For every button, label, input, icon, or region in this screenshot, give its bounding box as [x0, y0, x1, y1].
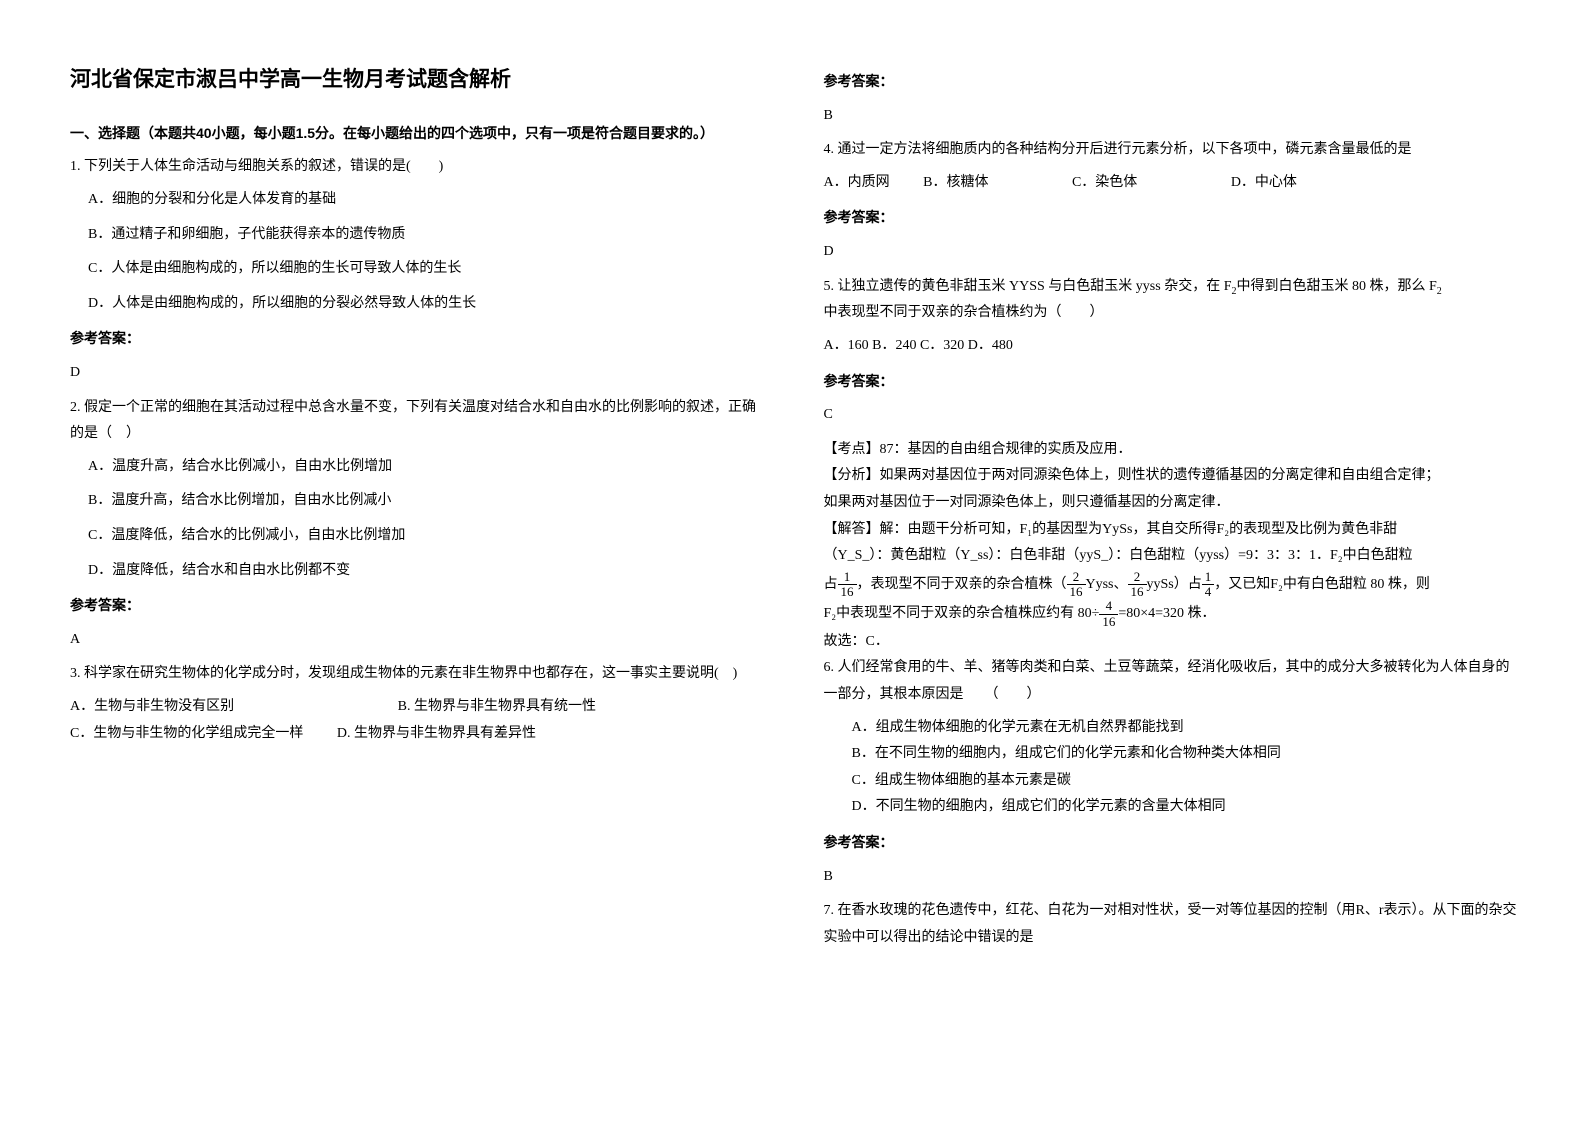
answer-label-4: 参考答案： [824, 204, 1518, 231]
question-2-option-a: A．温度升高，结合水比例减小，自由水比例增加 [88, 454, 764, 481]
left-column: 河北省保定市淑吕中学高一生物月考试题含解析 一、选择题（本题共40小题，每小题1… [70, 60, 764, 959]
q5-jieda3-post: ，又已知F₂中有白色甜粒 80 株，则 [1214, 577, 1430, 592]
right-column: 参考答案： B 4. 通过一定方法将细胞质内的各种结构分开后进行元素分析，以下各… [824, 60, 1518, 959]
question-6-text: 6. 人们经常食用的牛、羊、猪等肉类和白菜、土豆等蔬菜，经消化吸收后，其中的成分… [824, 655, 1518, 708]
question-1-text: 1. 下列关于人体生命活动与细胞关系的叙述，错误的是( ) [70, 154, 764, 181]
question-4-option-c: C．染色体 [1072, 170, 1137, 197]
question-6-option-b: B．在不同生物的细胞内，组成它们的化学元素和化合物种类大体相同 [852, 741, 1518, 768]
question-1-option-d: D．人体是由细胞构成的，所以细胞的分裂必然导致人体的生长 [88, 291, 764, 318]
question-4-text: 4. 通过一定方法将细胞质内的各种结构分开后进行元素分析，以下各项中，磷元素含量… [824, 137, 1518, 164]
q5-jieda3-mid1: ，表现型不同于双亲的杂合植株（ [857, 577, 1067, 592]
q5-kaodian: 【考点】87：基因的自由组合规律的实质及应用． [824, 437, 1518, 464]
fraction-2-16a: 216 [1067, 570, 1086, 600]
q5-jieda2: （Y_S_）：黄色甜粒（Y_ss）：白色非甜（yyS_）：白色甜粒（yyss）=… [824, 543, 1518, 570]
answer-label-6: 参考答案： [824, 829, 1518, 856]
answer-label-5: 参考答案： [824, 368, 1518, 395]
question-3-option-d: D. 生物界与非生物界具有差异性 [337, 721, 536, 748]
q5-text-p3: 中表现型不同于双亲的杂合植株约为（ ） [824, 300, 1518, 327]
answer-label-1: 参考答案： [70, 325, 764, 352]
question-4-option-b: B．核糖体 [923, 170, 988, 197]
question-2-option-b: B．温度升高，结合水比例增加，自由水比例减小 [88, 488, 764, 515]
question-4-answer: D [824, 239, 1518, 266]
question-4-option-d: D．中心体 [1231, 170, 1297, 197]
section-1-header: 一、选择题（本题共40小题，每小题1.5分。在每小题给出的四个选项中，只有一项是… [70, 120, 764, 147]
question-7: 7. 在香水玫瑰的花色遗传中，红花、白花为一对相对性状，受一对等位基因的控制（用… [824, 898, 1518, 951]
question-3: 3. 科学家在研究生物体的化学成分时，发现组成生物体的元素在非生物界中也都存在，… [70, 661, 764, 747]
question-3-text: 3. 科学家在研究生物体的化学成分时，发现组成生物体的元素在非生物界中也都存在，… [70, 661, 764, 688]
question-2-answer: A [70, 627, 764, 654]
q5-jieda1: 【解答】解：由题干分析可知，F₁的基因型为YySs，其自交所得F₂的表现型及比例… [824, 517, 1518, 544]
q5-jieda3-mid2: Yyss、 [1086, 577, 1128, 592]
question-2: 2. 假定一个正常的细胞在其活动过程中总含水量不变，下列有关温度对结合水和自由水… [70, 395, 764, 585]
question-5-answer: C [824, 402, 1518, 429]
question-3-option-a: A．生物与非生物没有区别 [70, 694, 234, 721]
question-1-option-b: B．通过精子和卵细胞，子代能获得亲本的遗传物质 [88, 222, 764, 249]
q5-fenxi2: 如果两对基因位于一对同源染色体上，则只遵循基因的分离定律． [824, 490, 1518, 517]
q5-jieda3-pre: 占 [824, 577, 838, 592]
question-4-option-a: A．内质网 [824, 170, 890, 197]
q5-text-p2: 中得到白色甜玉米 80 株，那么 F [1236, 279, 1436, 294]
question-2-option-c: C．温度降低，结合水的比例减小，自由水比例增加 [88, 523, 764, 550]
question-7-text: 7. 在香水玫瑰的花色遗传中，红花、白花为一对相对性状，受一对等位基因的控制（用… [824, 898, 1518, 951]
question-4: 4. 通过一定方法将细胞质内的各种结构分开后进行元素分析，以下各项中，磷元素含量… [824, 137, 1518, 196]
q5-text-p1: 5. 让独立遗传的黄色非甜玉米 YYSS 与白色甜玉米 yyss 杂交，在 F [824, 279, 1232, 294]
question-3-option-c: C．生物与非生物的化学组成完全一样 [70, 721, 303, 748]
question-6-option-c: C．组成生物体细胞的基本元素是碳 [852, 768, 1518, 795]
question-6: 6. 人们经常食用的牛、羊、猪等肉类和白菜、土豆等蔬菜，经消化吸收后，其中的成分… [824, 655, 1518, 821]
question-1-option-c: C．人体是由细胞构成的，所以细胞的生长可导致人体的生长 [88, 256, 764, 283]
answer-label-2: 参考答案： [70, 592, 764, 619]
q5-jieda4-post: =80×4=320 株． [1118, 606, 1215, 621]
answer-label-3: 参考答案： [824, 68, 1518, 95]
fraction-1-16: 116 [838, 570, 857, 600]
question-5-options: A．160 B．240 C．320 D．480 [824, 333, 1518, 360]
fraction-2-16b: 216 [1128, 570, 1147, 600]
question-6-option-d: D．不同生物的细胞内，组成它们的化学元素的含量大体相同 [852, 794, 1518, 821]
document-title: 河北省保定市淑吕中学高一生物月考试题含解析 [70, 60, 764, 100]
q5-jieda3-mid3: yySs）占 [1147, 577, 1202, 592]
q5-explanation: 【考点】87：基因的自由组合规律的实质及应用． 【分析】如果两对基因位于两对同源… [824, 437, 1518, 656]
question-5-text: 5. 让独立遗传的黄色非甜玉米 YYSS 与白色甜玉米 yyss 杂交，在 F 2… [824, 274, 1518, 327]
question-1-option-a: A．细胞的分裂和分化是人体发育的基础 [88, 187, 764, 214]
question-1: 1. 下列关于人体生命活动与细胞关系的叙述，错误的是( ) A．细胞的分裂和分化… [70, 154, 764, 317]
q5-fenxi1: 【分析】如果两对基因位于两对同源染色体上，则性状的遗传遵循基因的分离定律和自由组… [824, 463, 1518, 490]
fraction-4-16: 416 [1099, 599, 1118, 629]
q5-jieda4: F₂中表现型不同于双亲的杂合植株应约有 80÷416=80×4=320 株． [824, 599, 1518, 629]
question-6-option-a: A．组成生物体细胞的化学元素在无机自然界都能找到 [852, 715, 1518, 742]
question-1-answer: D [70, 360, 764, 387]
question-2-option-d: D．温度降低，结合水和自由水比例都不变 [88, 558, 764, 585]
subscript-2b: 2 [1437, 285, 1442, 296]
fraction-1-4: 14 [1202, 570, 1215, 600]
q5-jieda4-pre: F₂中表现型不同于双亲的杂合植株应约有 80÷ [824, 606, 1100, 621]
q5-guxuan: 故选：C． [824, 629, 1518, 656]
question-3-option-b: B. 生物界与非生物界具有统一性 [398, 694, 596, 721]
question-2-text: 2. 假定一个正常的细胞在其活动过程中总含水量不变，下列有关温度对结合水和自由水… [70, 395, 764, 448]
question-5: 5. 让独立遗传的黄色非甜玉米 YYSS 与白色甜玉米 yyss 杂交，在 F 2… [824, 274, 1518, 360]
question-3-answer: B [824, 103, 1518, 130]
q5-jieda3: 占116，表现型不同于双亲的杂合植株（216Yyss、216yySs）占14，又… [824, 570, 1518, 600]
question-6-answer: B [824, 864, 1518, 891]
